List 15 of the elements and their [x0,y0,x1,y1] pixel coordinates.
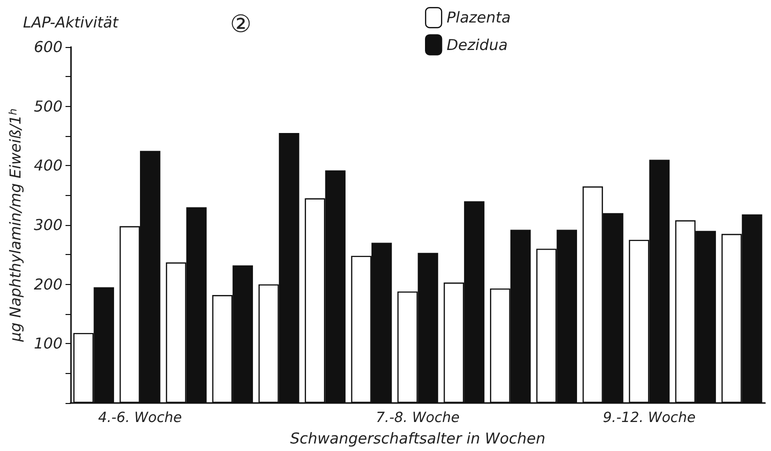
y-tick-label: 600 [34,38,63,56]
text: ② [230,10,252,38]
y-tick-label: 400 [34,156,63,175]
y-tick-label: 100 [34,334,63,353]
y-tick-label: 300 [34,216,63,234]
chart-title: LAP-Aktivität [23,14,120,32]
legend-label: Plazenta [446,8,511,27]
y-tick-label: 200 [34,275,63,294]
x-tick-label: 7.-8. Woche [376,410,460,426]
x-axis-title: Schwangerschaftsalter in Wochen [290,430,546,448]
legend-label: Dezidua [446,36,508,54]
y-tick-label: 500 [34,97,63,116]
x-tick-label: 9.-12. Woche [602,410,696,426]
x-tick-label: 4.-6. Woche [98,410,182,426]
y-axis-title: µg Naphthylamin/mg Eiweiß/1h [6,108,24,343]
